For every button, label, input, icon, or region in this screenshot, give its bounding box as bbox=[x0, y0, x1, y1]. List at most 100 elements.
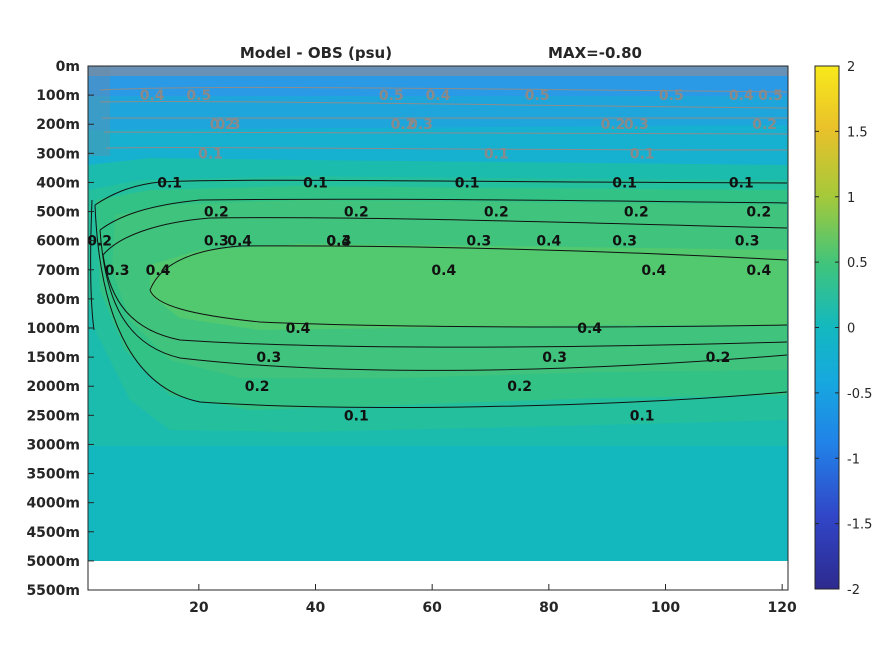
contour-line-0.4 bbox=[149, 245, 788, 328]
contour-label-negative: 0.1 bbox=[630, 146, 655, 162]
contour-line-0.2-upper bbox=[99, 198, 788, 231]
contour-line-neg-0.5 bbox=[99, 86, 788, 93]
colorbar-tick-label: -0.5 bbox=[847, 387, 872, 402]
contour-line-neg-0.1 bbox=[105, 146, 788, 151]
y-tick-label: 3500m bbox=[26, 467, 80, 483]
contour-label-positive: 0.1 bbox=[630, 408, 655, 424]
positive-contour-lines bbox=[90, 179, 788, 408]
y-tick-label: 4500m bbox=[26, 525, 80, 541]
contour-label-positive: 0.1 bbox=[303, 175, 328, 191]
y-tick-label: 2000m bbox=[26, 379, 80, 395]
contour-label-negative: 0.3 bbox=[216, 117, 241, 133]
contour-label-negative: 0.4 bbox=[426, 88, 451, 104]
y-tick-label: 5500m bbox=[26, 583, 80, 599]
contour-label-positive: 0.3 bbox=[542, 350, 567, 366]
surface-transition bbox=[88, 125, 787, 165]
contour-label-negative: 0.1 bbox=[198, 146, 223, 162]
x-tick-label: 120 bbox=[768, 600, 797, 616]
heatmap-field bbox=[88, 66, 788, 590]
contour-label-negative: 0.5 bbox=[758, 88, 783, 104]
contour-label-negative: 0.4 bbox=[140, 88, 165, 104]
contour-label-positive: 0.2 bbox=[484, 205, 509, 221]
contour-label-positive: 0.4 bbox=[431, 263, 456, 279]
contour-label-negative: 0.2 bbox=[752, 117, 777, 133]
contour-label-positive: 0.2 bbox=[204, 205, 229, 221]
contour-label-positive: 0.4 bbox=[536, 234, 561, 250]
contour-label-positive: 0.3 bbox=[466, 234, 491, 250]
contour-label-positive: 0.2 bbox=[624, 205, 649, 221]
contour-label-negative: 0.5 bbox=[379, 88, 404, 104]
missing-data-band bbox=[88, 561, 788, 590]
y-tick-label: 500m bbox=[36, 205, 80, 221]
y-tick-label: 3000m bbox=[26, 437, 80, 453]
max-label: MAX=-0.80 bbox=[548, 44, 642, 62]
contour-line-0.3-upper bbox=[102, 217, 788, 256]
y-tick-label: 0m bbox=[56, 59, 80, 75]
surface-noise bbox=[88, 66, 788, 76]
contour-label-positive: 0.2 bbox=[344, 205, 369, 221]
y-tick-label: 5000m bbox=[26, 554, 80, 570]
contour-label-negative: 0.2 bbox=[391, 117, 416, 133]
contour-label-positive: 0.4 bbox=[227, 234, 252, 250]
contour-label-positive: 0.2 bbox=[706, 350, 731, 366]
contour-label-negative: 0.4 bbox=[729, 88, 754, 104]
contour-line-0.1 bbox=[94, 179, 788, 206]
contour-label-positive: 0.1 bbox=[157, 175, 182, 191]
contour-labels: 0.1 0.1 0.1 0.1 0.10.1 0.10.20.2 0.2 0.2 0.2 0.20… bbox=[87, 88, 783, 424]
contour-line-neg-0.4 bbox=[99, 100, 788, 109]
y-tick-label: 200m bbox=[36, 117, 80, 133]
contour-label-positive: 0.1 bbox=[344, 408, 369, 424]
colorbar-tick-label: 0 bbox=[847, 322, 855, 337]
y-tick-label: 700m bbox=[36, 263, 80, 279]
y-tick-label: 2500m bbox=[26, 408, 80, 424]
colorbar-tick-label: 1 bbox=[847, 191, 855, 206]
colorbar-ticks: 2 1.5 1 0.5 0 -0.5 -1 -1.5 -2 bbox=[815, 60, 872, 598]
contour-label-positive: 0.3 bbox=[105, 263, 130, 279]
x-tick-label: 60 bbox=[422, 600, 442, 616]
y-tick-label: 300m bbox=[36, 146, 80, 162]
contour-label-positive: 0.3 bbox=[326, 234, 351, 250]
y-axis: 0m 100m 200m 300m 400m 500m 600m 700m 800m 1000m 1… bbox=[26, 59, 94, 599]
contour-label-positive: 0.1 bbox=[455, 175, 480, 191]
colorbar: 2 1.5 1 0.5 0 -0.5 -1 -1.5 -2 bbox=[814, 60, 872, 598]
contour-label-positive: 0.2 bbox=[746, 205, 771, 221]
colorbar-tick-label: -1.5 bbox=[847, 518, 872, 533]
contour-line-left-edge bbox=[90, 199, 95, 331]
x-axis: 20 40 60 80 100 120 bbox=[189, 584, 797, 616]
contour-label-positive: 0.3 bbox=[256, 350, 281, 366]
colorbar-tick-label: 2 bbox=[847, 60, 855, 75]
chart-title: Model - OBS (psu) bbox=[240, 44, 392, 62]
contour-label-negative: 0.1 bbox=[484, 146, 509, 162]
contour-label-positive: 0.4 bbox=[286, 321, 311, 337]
contour-label-negative: 0.3 bbox=[624, 117, 649, 133]
contour-label-negative: 0.3 bbox=[408, 117, 433, 133]
y-tick-label: 100m bbox=[36, 88, 80, 104]
contour-label-positive: 0.3 bbox=[735, 234, 760, 250]
contour-label-negative: 0.2 bbox=[210, 117, 235, 133]
contour-label-positive: 0.4 bbox=[746, 263, 771, 279]
contour-label-negative: 0.5 bbox=[659, 88, 684, 104]
contour-line-0.2-lower bbox=[99, 229, 788, 371]
y-tick-label: 1500m bbox=[26, 350, 80, 366]
x-tick-label: 80 bbox=[539, 600, 559, 616]
colorbar-tick-label: -2 bbox=[847, 583, 860, 598]
contour-label-positive: 0.2 bbox=[507, 379, 532, 395]
y-tick-label: 600m bbox=[36, 234, 80, 250]
contour-line-0.3-lower bbox=[102, 254, 788, 348]
contour-label-negative: 0.5 bbox=[525, 88, 550, 104]
contour-label-negative: 0.2 bbox=[601, 117, 626, 133]
y-tick-label: 800m bbox=[36, 292, 80, 308]
colorbar-tick-label: 0.5 bbox=[847, 256, 868, 271]
contour-label-positive: 0.2 bbox=[87, 234, 112, 250]
x-tick-label: 20 bbox=[189, 600, 209, 616]
contour-label-positive: 0.3 bbox=[204, 234, 229, 250]
y-tick-label: 1000m bbox=[26, 321, 80, 337]
colorbar-tick-label: 1.5 bbox=[847, 125, 868, 140]
green-core-max bbox=[150, 244, 787, 330]
contour-label-positive: 0.3 bbox=[612, 234, 637, 250]
contour-label-positive: 0.1 bbox=[612, 175, 637, 191]
left-edge-noise bbox=[88, 66, 110, 156]
contour-label-positive: 0.4 bbox=[326, 234, 351, 250]
contour-line-0.1-lower bbox=[94, 204, 788, 408]
